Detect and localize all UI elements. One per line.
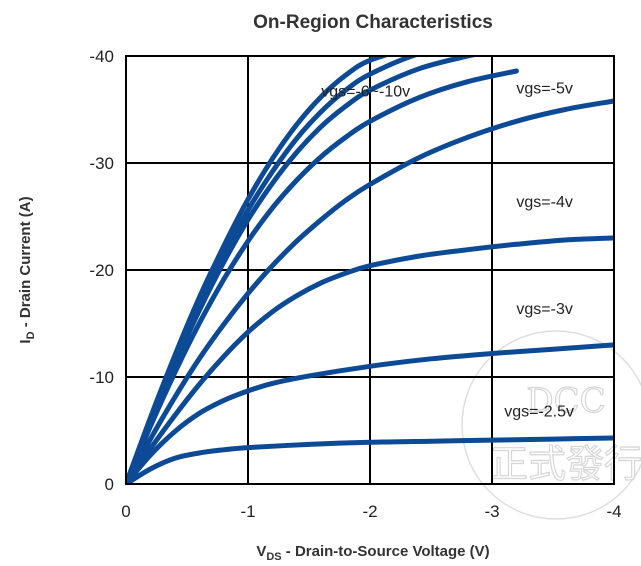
- plot-frame: [125, 55, 615, 485]
- watermark-circle: [461, 330, 641, 520]
- watermark-line1: DCC: [526, 381, 605, 421]
- curve-annotation: vgs=-6~-10v: [321, 84, 410, 101]
- y-axis-label-sub: D: [25, 331, 37, 339]
- curves: [126, 56, 614, 484]
- x-tick-label: -2: [362, 502, 377, 521]
- y-axis-label-rest: - Drain Current (A): [17, 196, 34, 331]
- chart-title: On-Region Characteristics: [253, 12, 493, 33]
- x-tick-label: 0: [121, 502, 130, 521]
- y-tick-label: -30: [89, 154, 114, 173]
- x-axis-label-sub: DS: [266, 551, 281, 563]
- curve-annotation: vgs=-3v: [516, 301, 572, 318]
- y-tick-label: -40: [89, 47, 114, 66]
- x-tick-label: -4: [606, 502, 621, 521]
- watermark-line2: 正式發行: [490, 442, 641, 486]
- x-tick-label: -1: [240, 502, 255, 521]
- x-axis-label-rest: - Drain-to-Source Voltage (V): [282, 543, 490, 560]
- tick-labels: 0 -1 -2 -3 -40-10-20-30-40: [89, 47, 621, 521]
- y-tick-label: -20: [89, 261, 114, 280]
- series-line: [126, 68, 519, 484]
- y-axis-label: ID - Drain Current (A): [17, 196, 37, 343]
- series-line: [126, 56, 421, 484]
- curve-annotation: vgs=-4v: [516, 194, 572, 211]
- series-line: [126, 235, 614, 484]
- curve-annotation: vgs=-5v: [516, 80, 572, 97]
- watermark-seal: DCC 正式發行: [461, 330, 641, 520]
- x-axis-label-main: V: [256, 543, 266, 560]
- x-tick-label: -3: [484, 502, 499, 521]
- y-axis-label-main: I: [17, 339, 34, 343]
- annotations: vgs=-6~-10v vgs=-5v vgs=-4v vgs=-3v vgs=-2.5…: [321, 80, 574, 420]
- curve-annotation: vgs=-2.5v: [504, 404, 574, 421]
- series-line: [126, 435, 614, 484]
- y-tick-label: -10: [89, 368, 114, 387]
- series-line: [126, 56, 481, 484]
- x-axis-label: VDS - Drain-to-Source Voltage (V): [256, 543, 489, 563]
- series-line: [126, 342, 614, 484]
- y-tick-label: 0: [105, 475, 114, 494]
- series-line: [126, 98, 614, 484]
